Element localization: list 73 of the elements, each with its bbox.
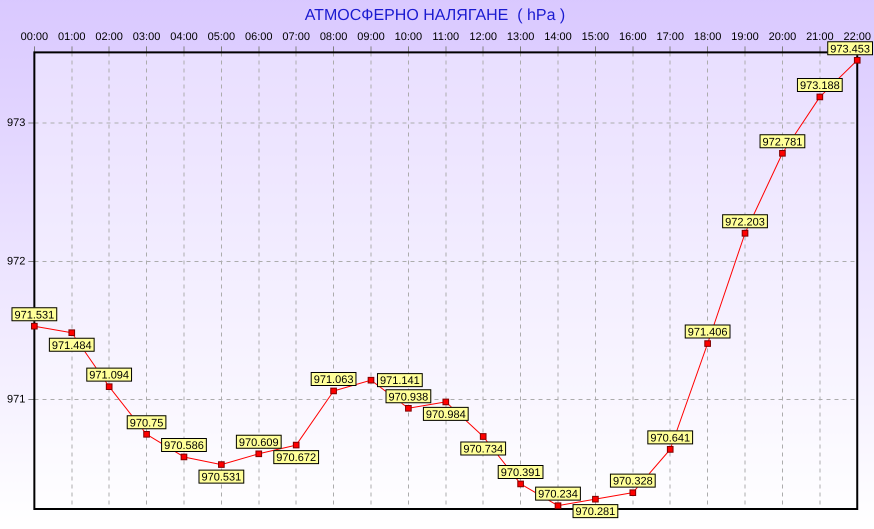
data-label: 970.938 bbox=[388, 391, 428, 404]
point bbox=[854, 56, 861, 64]
data-label: 970.75 bbox=[130, 417, 164, 430]
data-label: 971.531 bbox=[14, 309, 54, 322]
data-label: 970.734 bbox=[463, 444, 504, 456]
data-label: 970.586 bbox=[164, 440, 204, 452]
x-tick-label: 03:00 bbox=[132, 30, 160, 43]
data-label: 973.188 bbox=[800, 80, 840, 92]
chart-title: АТМОСФЕРНО НАЛЯГАНЕ ( hPa ) bbox=[304, 7, 566, 24]
data-label: 970.281 bbox=[576, 506, 616, 518]
x-tick-label: 18:00 bbox=[694, 30, 722, 43]
data-label: 970.641 bbox=[650, 432, 690, 444]
point bbox=[330, 388, 337, 394]
x-tick-label: 04:00 bbox=[170, 30, 198, 43]
point bbox=[218, 461, 225, 468]
data-label: 973.453 bbox=[830, 43, 870, 56]
point bbox=[592, 496, 599, 503]
data-label: 970.984 bbox=[426, 408, 466, 421]
point bbox=[143, 430, 150, 438]
point bbox=[255, 450, 262, 458]
data-label: 971.406 bbox=[688, 326, 728, 339]
data-label: 970.609 bbox=[238, 436, 279, 449]
data-label: 971.094 bbox=[89, 370, 130, 382]
x-tick-label: 21:00 bbox=[806, 30, 834, 43]
point bbox=[666, 446, 674, 453]
x-tick-label: 09:00 bbox=[357, 30, 385, 43]
x-tick-label: 10:00 bbox=[394, 30, 422, 43]
point bbox=[816, 94, 824, 100]
x-tick-label: 08:00 bbox=[320, 30, 348, 43]
point bbox=[106, 383, 112, 390]
point bbox=[554, 502, 562, 509]
x-tick-label: 07:00 bbox=[282, 30, 310, 43]
x-tick-label: 16:00 bbox=[619, 30, 647, 43]
x-tick-label: 01:00 bbox=[58, 30, 86, 43]
x-tick-label: 17:00 bbox=[656, 30, 684, 43]
data-label: 972.781 bbox=[762, 136, 802, 148]
data-label: 972.203 bbox=[725, 216, 765, 228]
point bbox=[629, 489, 636, 496]
data-label: 970.391 bbox=[500, 466, 540, 479]
data-label: 970.672 bbox=[276, 452, 316, 464]
point bbox=[742, 230, 748, 237]
point bbox=[480, 433, 487, 440]
x-tick-label: 19:00 bbox=[731, 30, 759, 43]
point bbox=[405, 404, 412, 412]
point bbox=[31, 322, 38, 330]
y-tick-label: 971 bbox=[6, 394, 26, 406]
point bbox=[779, 150, 786, 157]
y-tick-label: 972 bbox=[6, 255, 26, 268]
point bbox=[292, 442, 300, 448]
y-tick-label: 973 bbox=[6, 116, 26, 129]
x-tick-label: 12:00 bbox=[469, 30, 497, 43]
x-tick-label: 11:00 bbox=[432, 30, 460, 43]
data-label: 971.484 bbox=[52, 340, 92, 352]
x-tick-label: 15:00 bbox=[582, 30, 610, 43]
point bbox=[180, 454, 188, 460]
data-label: 970.234 bbox=[538, 488, 578, 501]
x-tick-label: 14:00 bbox=[544, 30, 572, 43]
x-tick-label: 20:00 bbox=[768, 30, 796, 43]
data-label: 970.531 bbox=[201, 472, 242, 484]
x-tick-label: 06:00 bbox=[245, 30, 273, 43]
x-tick-label: 22:00 bbox=[843, 30, 871, 43]
x-tick-label: 05:00 bbox=[208, 30, 236, 43]
data-label: 970.328 bbox=[612, 476, 653, 488]
x-tick-label: 13:00 bbox=[506, 30, 534, 43]
data-label: 971.063 bbox=[314, 374, 354, 386]
point bbox=[517, 480, 524, 488]
point bbox=[442, 398, 450, 406]
point bbox=[704, 340, 711, 347]
data-label: 971.141 bbox=[380, 375, 420, 388]
point bbox=[68, 329, 76, 336]
point bbox=[368, 376, 374, 384]
x-tick-label: 02:00 bbox=[95, 30, 123, 43]
x-tick-label: 00:00 bbox=[20, 30, 48, 43]
